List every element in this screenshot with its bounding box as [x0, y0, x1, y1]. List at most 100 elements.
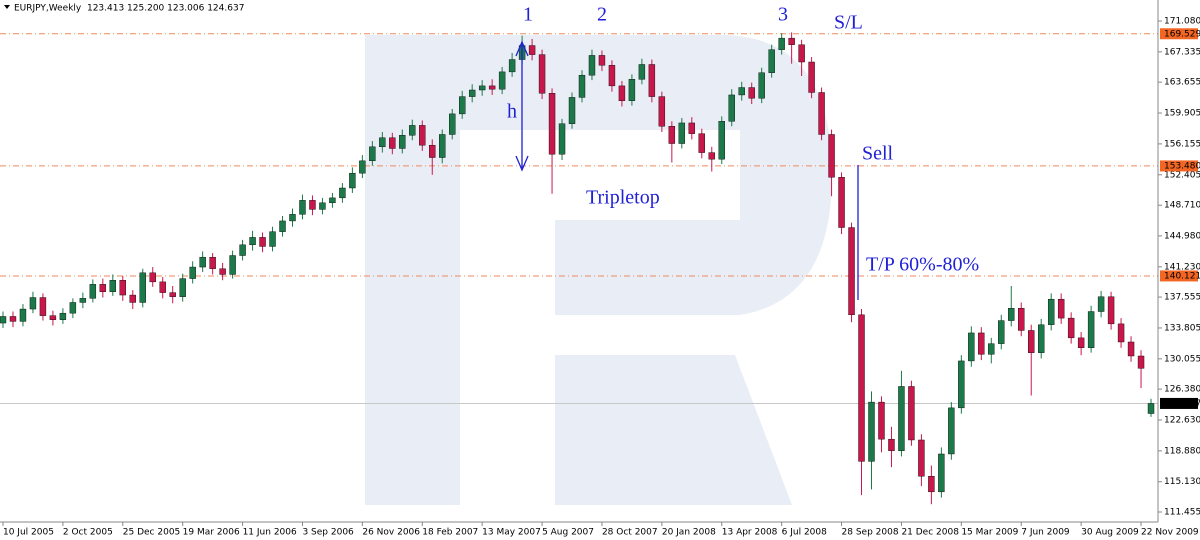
- price-level-tag: [1160, 160, 1198, 172]
- candle-body: [369, 146, 376, 162]
- candle-body: [159, 281, 166, 293]
- y-tick-label: 159.905: [1164, 109, 1200, 119]
- x-tick-label: 28 Oct 2007: [602, 528, 658, 538]
- candle-body: [938, 453, 945, 493]
- candle-body: [109, 280, 117, 292]
- y-tick-label: 137.555: [1164, 293, 1200, 303]
- candle-body: [878, 401, 885, 440]
- candle-body: [0, 316, 7, 324]
- candle-body: [1077, 337, 1085, 348]
- x-tick-label: 3 Sep 2006: [302, 528, 354, 538]
- price-level-label: 169.529: [1164, 29, 1200, 39]
- x-tick-label: 18 Feb 2007: [422, 528, 478, 538]
- candle-body: [868, 401, 875, 462]
- candle-body: [119, 280, 126, 296]
- candle-body: [189, 266, 196, 279]
- candle-body: [9, 316, 17, 322]
- candle-body: [468, 89, 476, 97]
- price-level-label: 124.637: [1164, 399, 1200, 409]
- candle-body: [319, 202, 326, 210]
- candle-body: [578, 74, 586, 98]
- candle-body: [19, 308, 27, 322]
- candle-body: [149, 272, 156, 283]
- candle-body: [668, 126, 676, 144]
- candle-body: [409, 125, 416, 136]
- candle-body: [279, 220, 286, 232]
- candle-body: [678, 122, 686, 144]
- candle-body: [558, 123, 566, 155]
- x-tick-label: 5 Aug 2007: [542, 528, 594, 538]
- annotations: 1 2 3 S/L h Tripletop Sell T/P 60%-80%: [507, 4, 979, 300]
- candle-body: [808, 61, 815, 93]
- x-tick-label: 7 Jun 2009: [1021, 528, 1070, 538]
- y-tick-label: 118.880: [1164, 446, 1200, 456]
- candle-body: [508, 59, 516, 73]
- price-level-tag: [1160, 397, 1198, 409]
- candle-body: [209, 256, 216, 269]
- x-tick-label: 22 Nov 2009: [1141, 528, 1199, 538]
- candle-body: [49, 315, 57, 320]
- price-level-label: 140.121: [1164, 271, 1200, 281]
- annotation: 3: [778, 4, 788, 26]
- candle-body: [1137, 355, 1145, 369]
- candle-body: [1097, 296, 1105, 312]
- candle-body: [1117, 323, 1125, 343]
- candle-body: [688, 122, 696, 134]
- candle-body: [758, 72, 765, 99]
- y-tick-label: 167.335: [1164, 47, 1200, 57]
- x-tick-label: 19 Mar 2006: [183, 528, 240, 538]
- candle-body: [628, 79, 636, 101]
- candle-body: [798, 44, 805, 63]
- candle-body: [648, 64, 656, 97]
- candle-body: [1018, 308, 1025, 331]
- candle-body: [768, 49, 775, 73]
- candle-body: [708, 152, 715, 160]
- candle-body: [598, 55, 606, 66]
- candle-body: [339, 187, 346, 199]
- candle-body: [259, 237, 266, 247]
- price-level-label: 153.480: [1164, 161, 1200, 171]
- candle-body: [928, 476, 935, 493]
- candle-body: [1047, 298, 1055, 325]
- candle-body: [199, 256, 206, 268]
- candle-body: [828, 134, 835, 178]
- candle-body: [169, 292, 176, 297]
- y-tick-label: 126.380: [1164, 385, 1200, 395]
- candle-body: [888, 438, 895, 451]
- candle-body: [568, 97, 576, 124]
- candle-body: [99, 284, 107, 292]
- candle-body: [459, 96, 466, 115]
- candle-body: [498, 71, 506, 90]
- x-tick-label: 26 Nov 2006: [362, 528, 420, 538]
- menu-icon[interactable]: [4, 5, 10, 9]
- x-tick-label: 30 Aug 2009: [1081, 528, 1139, 538]
- y-tick-label: 152.405: [1164, 170, 1200, 180]
- candle-body: [528, 45, 536, 55]
- x-tick-label: 28 Sep 2008: [842, 528, 899, 538]
- candle-body: [299, 200, 306, 215]
- candle-body: [359, 160, 366, 174]
- candle-body: [249, 237, 256, 246]
- candle-body: [638, 64, 646, 80]
- x-tick-label: 2 Oct 2005: [63, 528, 113, 538]
- y-tick-label: 115.130: [1164, 477, 1200, 487]
- candle-body: [129, 294, 136, 303]
- candle-body: [269, 231, 276, 247]
- candle-body: [698, 133, 705, 153]
- candle-body: [349, 172, 356, 189]
- candle-body: [1028, 330, 1035, 353]
- price-level-tag: [1160, 270, 1198, 282]
- annotation: Tripletop: [586, 187, 660, 209]
- candle-body: [918, 439, 925, 477]
- candle-body: [379, 137, 386, 148]
- candle-body: [548, 93, 556, 155]
- candle-body: [478, 85, 486, 91]
- candle-body: [419, 125, 426, 146]
- candles: [0, 32, 1155, 505]
- annotation: Sell: [862, 143, 894, 165]
- watermark: [365, 35, 832, 505]
- candle-body: [79, 298, 87, 303]
- x-tick-label: 13 Apr 2008: [722, 528, 778, 538]
- x-tick-label: 15 Mar 2009: [961, 528, 1018, 538]
